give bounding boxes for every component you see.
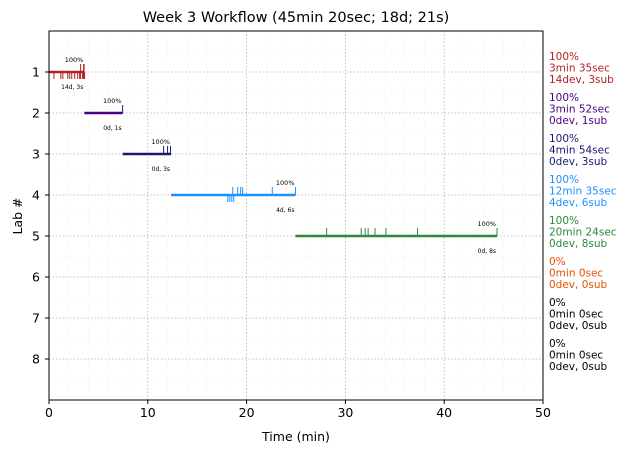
y-axis-label: Lab # <box>10 197 25 234</box>
bars-layer: 100% 14d, 3s 100% 0d, 1s 100% 0d, 3s 100% 4d, 6… <box>49 56 498 255</box>
x-tick-label: 40 <box>436 405 452 420</box>
lab-7-summary: 0% 0min 0sec 0dev, 0sub <box>549 297 608 332</box>
lab-5-summary: 100% 20min 24sec 0dev, 8sub <box>549 215 617 250</box>
lab-3-percent-label: 100% <box>151 138 170 146</box>
x-tick-label: 50 <box>535 405 551 420</box>
lab-5-counts-label: 0d, 8s <box>478 248 496 255</box>
lab-7-summary-line: 0min 0sec <box>549 309 603 321</box>
lab-3-counts-label: 0d, 3s <box>152 166 170 173</box>
lab-1-percent-label: 100% <box>65 56 84 64</box>
lab-1-summary: 100% 3min 35sec 14dev, 3sub <box>549 51 614 86</box>
lab-2-summary: 100% 3min 52sec 0dev, 1sub <box>549 92 610 127</box>
chart-title: Week 3 Workflow (45min 20sec; 18d; 21s) <box>143 10 450 26</box>
y-tick-label: 6 <box>32 270 40 285</box>
lab-3-summary-line: 4min 54sec <box>549 145 610 157</box>
y-tick-label: 5 <box>32 229 40 244</box>
lab-8-summary-line: 0dev, 0sub <box>549 361 608 373</box>
lab-1-summary-line: 14dev, 3sub <box>549 74 614 86</box>
lab-6-summary-line: 0dev, 0sub <box>549 279 608 291</box>
lab-2-summary-line: 0dev, 1sub <box>549 115 608 127</box>
grid-layer <box>49 31 543 400</box>
lab-8-summary: 0% 0min 0sec 0dev, 0sub <box>549 338 608 373</box>
lab-4-summary-line: 100% <box>549 174 579 186</box>
lab-5-summary-line: 0dev, 8sub <box>549 238 608 250</box>
lab-2-summary-line: 100% <box>549 92 579 104</box>
x-tick-label: 20 <box>239 405 255 420</box>
lab-5-percent-label: 100% <box>477 220 496 228</box>
lab-3-summary-line: 0dev, 3sub <box>549 156 608 168</box>
lab-1-counts-label: 14d, 3s <box>61 84 83 91</box>
lab-5-summary-line: 100% <box>549 215 579 227</box>
lab-7-summary-line: 0dev, 0sub <box>549 320 608 332</box>
lab-6-summary-line: 0% <box>549 256 566 268</box>
lab-4-counts-label: 4d, 6s <box>276 207 294 214</box>
lab-8-summary-line: 0% <box>549 338 566 350</box>
axis-layer: 0 10 20 30 40 50 1 2 3 4 5 6 7 8 <box>32 65 551 421</box>
y-tick-label: 2 <box>32 106 40 121</box>
lab-1-summary-line: 3min 35sec <box>549 63 610 75</box>
lab-3-summary: 100% 4min 54sec 0dev, 3sub <box>549 133 610 168</box>
x-tick-label: 30 <box>337 405 353 420</box>
y-tick-label: 4 <box>32 188 40 203</box>
lab-1-summary-line: 100% <box>549 51 579 63</box>
x-tick-label: 10 <box>140 405 156 420</box>
lab-6-summary: 0% 0min 0sec 0dev, 0sub <box>549 256 608 291</box>
lab-6-summary-line: 0min 0sec <box>549 268 603 280</box>
lab-5-summary-line: 20min 24sec <box>549 227 617 239</box>
y-tick-label: 7 <box>32 311 40 326</box>
y-tick-label: 8 <box>32 352 40 367</box>
lab-2-counts-label: 0d, 1s <box>103 125 121 132</box>
lab-4-summary-line: 12min 35sec <box>549 186 617 198</box>
x-tick-label: 0 <box>45 405 53 420</box>
y-tick-label: 3 <box>32 147 40 162</box>
plot-frame <box>48 30 544 401</box>
y-tick-label: 1 <box>32 65 40 80</box>
lab-7-summary-line: 0% <box>549 297 566 309</box>
lab-2-percent-label: 100% <box>103 97 122 105</box>
lab-2-summary-line: 3min 52sec <box>549 104 610 116</box>
lab-4-percent-label: 100% <box>276 179 295 187</box>
lab-4-summary-line: 4dev, 6sub <box>549 197 608 209</box>
x-axis-label: Time (min) <box>261 429 330 444</box>
lab-4-summary: 100% 12min 35sec 4dev, 6sub <box>549 174 617 209</box>
lab-3-summary-line: 100% <box>549 133 579 145</box>
lab-8-summary-line: 0min 0sec <box>549 350 603 362</box>
